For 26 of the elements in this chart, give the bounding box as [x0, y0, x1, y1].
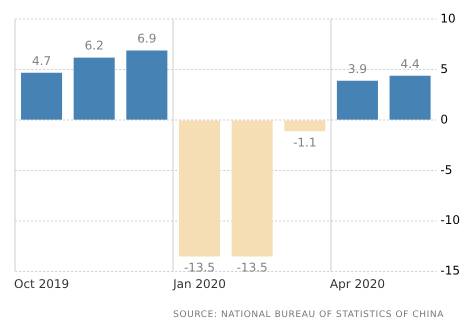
y-tick-label: -5 [440, 162, 452, 177]
y-tick-label: 10 [440, 11, 456, 26]
bar [336, 80, 378, 120]
x-tick-label: Oct 2019 [14, 276, 70, 291]
x-tick-label: Apr 2020 [330, 276, 385, 291]
data-label: 4.7 [32, 54, 52, 68]
bar [74, 58, 115, 120]
y-tick-label: 5 [440, 62, 448, 76]
data-label: 3.9 [348, 62, 367, 76]
data-label: 6.9 [137, 32, 156, 46]
y-tick-label: -15 [440, 264, 460, 278]
bar [390, 76, 431, 120]
x-tick-label: Jan 2020 [172, 276, 226, 291]
bar [21, 72, 62, 120]
data-label: 4.4 [400, 56, 420, 71]
bar [178, 120, 220, 256]
bar [232, 120, 273, 256]
data-label: -13.5 [184, 260, 216, 275]
data-label: 6.2 [84, 38, 104, 53]
y-tick-label: -10 [440, 213, 460, 228]
bar [126, 50, 168, 120]
y-tick-label: 0 [440, 112, 448, 126]
bar [284, 120, 326, 132]
source-note: SOURCE: NATIONAL BUREAU OF STATISTICS OF CHINA [172, 310, 445, 320]
data-label: -13.5 [236, 260, 268, 275]
data-label: -1.1 [293, 135, 316, 150]
